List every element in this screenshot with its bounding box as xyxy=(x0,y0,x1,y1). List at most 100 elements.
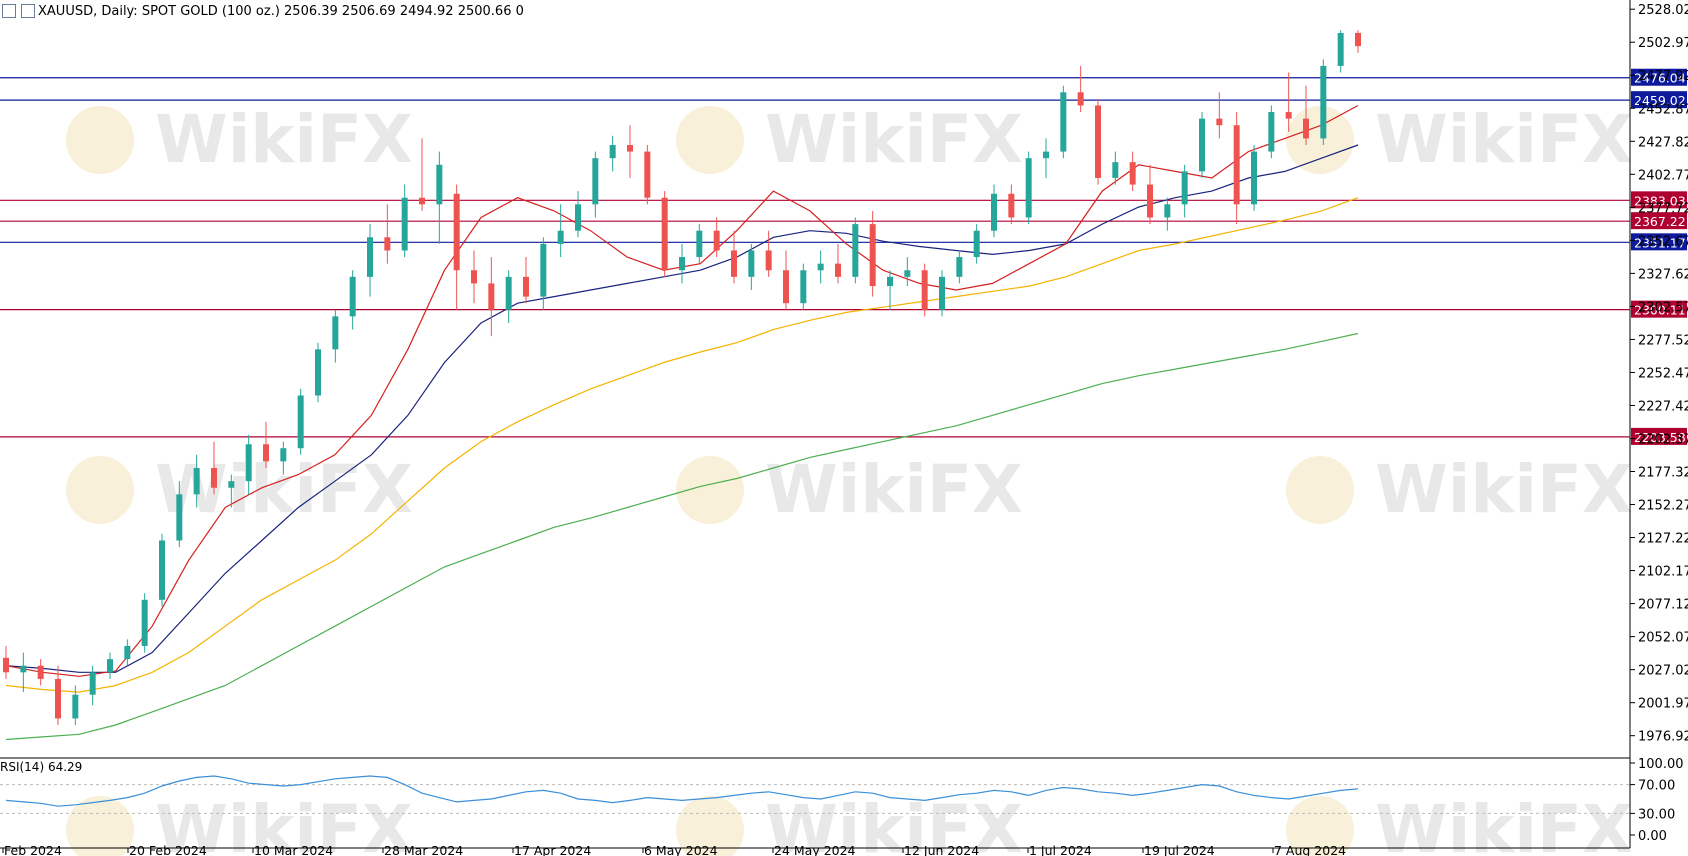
candle-body xyxy=(37,665,44,679)
time-tick-label: 28 Mar 2024 xyxy=(384,843,463,856)
time-tick-label: 20 Feb 2024 xyxy=(129,843,207,856)
candle-body xyxy=(488,283,495,310)
time-tick-label: 24 May 2024 xyxy=(774,843,856,856)
candle-body xyxy=(731,250,737,277)
candle-body xyxy=(1077,92,1084,106)
candle-body xyxy=(72,694,79,719)
ema-navy-line xyxy=(5,144,1359,673)
candle-body xyxy=(1060,92,1067,152)
watermark-text: WikiFX xyxy=(155,101,413,178)
rsi-tick-label: 100.00 xyxy=(1638,757,1684,772)
rsi-tick-label: 0.00 xyxy=(1638,829,1667,844)
candle-body xyxy=(211,467,217,488)
ema-green-line xyxy=(5,332,1359,741)
level-tag xyxy=(1631,68,1687,86)
candle-body xyxy=(401,197,408,251)
price-tick-label: 2277.52 xyxy=(1638,333,1688,348)
candle-body xyxy=(141,599,148,646)
candle-body xyxy=(523,276,529,297)
price-tick-label: 2427.82 xyxy=(1638,135,1688,150)
price-tick-label: 2452.87 xyxy=(1638,102,1688,117)
level-label: 2383.03 xyxy=(1634,193,1686,208)
candle-body xyxy=(835,263,841,277)
candle-body xyxy=(1303,118,1309,139)
time-tick-label: 12 Jun 2024 xyxy=(904,843,979,856)
chart-window-icon[interactable] xyxy=(2,4,16,18)
candle-body xyxy=(384,237,391,251)
candle-body xyxy=(332,316,339,350)
candle-body xyxy=(245,444,252,482)
candle-body xyxy=(869,224,876,287)
candle-body xyxy=(1337,32,1344,66)
candle-body xyxy=(1025,158,1032,218)
price-tick-label: 2402.77 xyxy=(1638,168,1688,183)
candle-body xyxy=(817,263,824,271)
level-tag xyxy=(1631,191,1687,209)
level-tag xyxy=(1631,233,1687,251)
price-tick-label: 2327.62 xyxy=(1638,267,1688,282)
level-label: 2367.22 xyxy=(1634,214,1686,229)
price-tick-label: 2252.47 xyxy=(1638,366,1688,381)
watermark-text: WikiFX xyxy=(765,101,1023,178)
candle-body xyxy=(852,224,859,277)
level-tag xyxy=(1631,300,1687,318)
candle-body xyxy=(661,197,668,271)
candle-body xyxy=(1251,151,1257,205)
candle-body xyxy=(89,672,96,695)
candle-body xyxy=(55,678,61,719)
candle-body xyxy=(297,395,304,449)
candle-body xyxy=(436,164,443,205)
candle-body xyxy=(991,193,997,231)
candle-body xyxy=(887,276,893,287)
price-tick-label: 2477.92 xyxy=(1638,69,1688,84)
watermark-text: WikiFX xyxy=(155,791,413,856)
time-tick-label: 7 Aug 2024 xyxy=(1274,843,1346,856)
time-axis[interactable]: Feb 2024 20 Feb 2024 10 Mar 2024 28 Mar 202… xyxy=(2,843,1346,856)
time-tick-label: 6 May 2024 xyxy=(644,843,718,856)
price-tick-label: 1976.92 xyxy=(1638,730,1688,745)
candle-body xyxy=(1129,162,1136,185)
candle-body xyxy=(557,230,564,244)
candle-body xyxy=(713,230,720,251)
candle-body xyxy=(3,657,9,673)
candle-body xyxy=(419,197,425,205)
candle-body xyxy=(349,276,356,317)
candle-body xyxy=(921,270,928,310)
rsi-tick-label: 30.00 xyxy=(1638,807,1675,822)
candle-body xyxy=(627,145,633,152)
candle-body xyxy=(124,645,131,660)
candle-body xyxy=(939,276,945,310)
candle-body xyxy=(1147,184,1153,218)
candle-body xyxy=(1199,118,1205,172)
rsi-panel: 100.00 70.00 30.00 0.00 xyxy=(0,757,1684,844)
level-label: 2351.17 xyxy=(1634,235,1686,250)
watermark-logo xyxy=(676,456,744,524)
candle-body xyxy=(679,257,685,271)
candle-body xyxy=(1268,112,1275,152)
candle-body xyxy=(471,270,477,284)
watermark-text: WikiFX xyxy=(765,791,1023,856)
price-tick-label: 2202.37 xyxy=(1638,432,1688,447)
ema-orange-line xyxy=(5,197,1359,693)
candle-body xyxy=(956,257,963,277)
candle-body xyxy=(592,158,599,205)
rsi-label: RSI(14) 64.29 xyxy=(0,760,83,774)
chart-properties-icon[interactable] xyxy=(21,4,35,18)
candle-body xyxy=(367,237,373,277)
price-axis[interactable]: 2528.02 2502.97 2477.92 2452.87 2427.82 2402.… xyxy=(1630,3,1688,745)
candle-body xyxy=(748,250,755,277)
horizontal-levels[interactable]: 2476.04 2459.02 2383.03 2367.22 2351.17 2300.… xyxy=(0,68,1687,445)
watermark-text: WikiFX xyxy=(1375,451,1633,528)
watermark-text: WikiFX xyxy=(765,451,1023,528)
watermark-logo xyxy=(1286,456,1354,524)
price-tick-label: 2377.72 xyxy=(1638,201,1688,216)
watermark-logo xyxy=(676,106,744,174)
level-tag xyxy=(1631,212,1687,230)
time-tick-label: 10 Mar 2024 xyxy=(254,843,333,856)
candle-body xyxy=(1320,65,1327,139)
candle-body xyxy=(228,481,235,488)
level-label: 2459.02 xyxy=(1634,93,1686,108)
level-label: 2203.58 xyxy=(1634,430,1686,445)
price-tick-label: 2502.97 xyxy=(1638,36,1688,51)
